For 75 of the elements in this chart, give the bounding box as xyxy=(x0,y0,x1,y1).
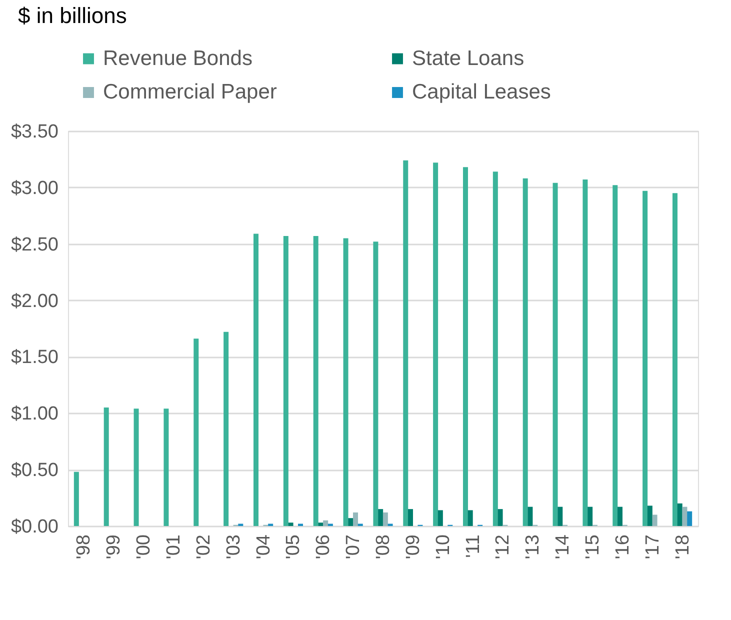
x-tick-label: '99 xyxy=(104,534,125,560)
bar xyxy=(552,182,558,526)
bar xyxy=(353,512,358,526)
bar xyxy=(647,506,652,526)
x-tick-label: '07 xyxy=(343,534,364,560)
bar xyxy=(378,509,384,526)
x-tick-label: '11 xyxy=(462,534,484,558)
x-tick-label: '16 xyxy=(612,534,634,560)
x-tick-label: '09 xyxy=(402,534,424,560)
y-tick-label: $1.00 xyxy=(10,404,58,425)
bar xyxy=(343,238,348,526)
bar xyxy=(682,506,688,526)
bar xyxy=(104,408,109,526)
bar xyxy=(74,472,79,526)
bar xyxy=(528,506,533,526)
bar xyxy=(382,512,388,526)
x-tick-label: '02 xyxy=(193,534,214,560)
legend-label: Revenue Bonds xyxy=(103,46,252,70)
bar xyxy=(642,190,648,526)
bar xyxy=(498,509,503,526)
bar xyxy=(224,332,229,526)
legend-label: State Loans xyxy=(412,46,524,70)
bar xyxy=(492,172,498,526)
bar xyxy=(313,236,318,526)
x-tick-label: '14 xyxy=(552,534,574,560)
bar xyxy=(433,162,438,526)
bar xyxy=(318,522,324,526)
x-tick-label: '06 xyxy=(313,534,334,560)
y-tick-label: $0.00 xyxy=(10,516,58,538)
x-tick-label: '05 xyxy=(283,534,304,560)
chart-title: $ in billions xyxy=(18,3,127,28)
bar xyxy=(253,234,258,526)
x-tick-label: '10 xyxy=(432,534,454,560)
bar xyxy=(438,510,443,526)
bar xyxy=(164,408,169,526)
bar xyxy=(408,509,413,526)
x-tick-label: '13 xyxy=(522,534,544,560)
bar xyxy=(582,180,588,526)
x-tick-label: '04 xyxy=(253,534,274,560)
y-tick-label: $2.00 xyxy=(10,290,58,312)
legend-label: Capital Leases xyxy=(412,80,551,104)
bar xyxy=(468,510,473,526)
legend-label: Commercial Paper xyxy=(103,80,277,104)
bar xyxy=(672,193,678,526)
x-tick-label: '98 xyxy=(74,534,95,560)
bar xyxy=(558,506,563,526)
y-tick-label: $1.50 xyxy=(10,347,58,368)
x-tick-label: '12 xyxy=(492,534,514,560)
bar xyxy=(283,236,288,526)
bar xyxy=(677,503,682,526)
bar xyxy=(288,522,294,526)
bar xyxy=(348,518,354,526)
bar xyxy=(323,520,328,526)
x-tick-label: '18 xyxy=(672,534,694,560)
x-tick-label: '01 xyxy=(164,534,184,560)
bar xyxy=(403,160,408,526)
x-tick-label: '08 xyxy=(373,534,394,560)
bar xyxy=(618,506,622,526)
bar xyxy=(652,514,658,526)
bar xyxy=(522,178,528,526)
x-tick-label: '15 xyxy=(582,534,604,560)
y-tick-label: $2.50 xyxy=(10,234,58,256)
x-tick-label: '00 xyxy=(134,534,155,560)
bar xyxy=(373,242,378,526)
bar xyxy=(134,408,139,526)
y-tick-label: $3.50 xyxy=(10,122,58,142)
bar xyxy=(612,185,618,526)
y-tick-label: $0.50 xyxy=(10,460,58,482)
y-tick-label: $3.00 xyxy=(10,178,58,199)
bar xyxy=(194,338,199,526)
x-tick-label: '03 xyxy=(223,534,244,560)
bar xyxy=(588,506,593,526)
bar xyxy=(687,511,692,526)
bar xyxy=(462,167,468,526)
x-tick-label: '17 xyxy=(642,534,664,560)
